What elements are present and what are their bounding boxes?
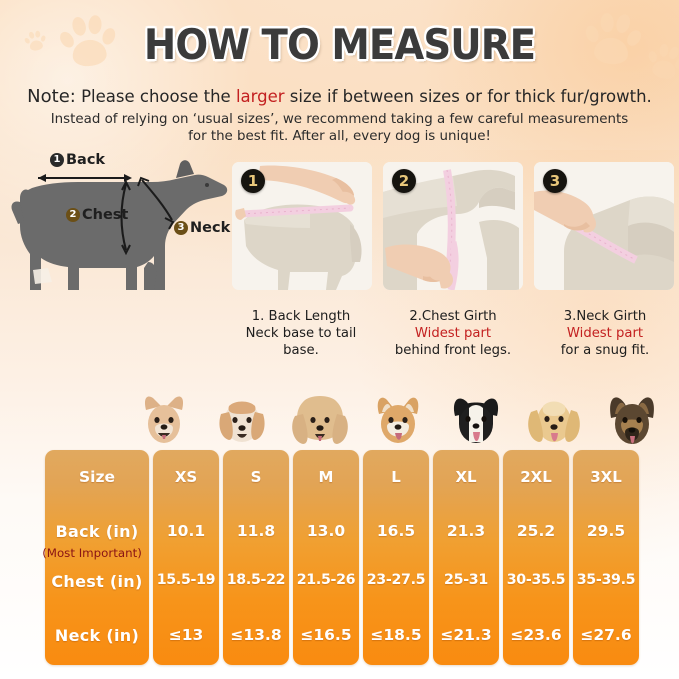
note-line2: Instead of relying on ‘usual sizes’, we … — [50, 112, 629, 127]
table-column-s: S 11.8 18.5-22 ≤13.8 — [223, 450, 289, 665]
note-label: Note: — [27, 86, 76, 107]
table-header-size-value: XS — [174, 468, 198, 486]
caption-line2-emphasis: Widest part — [414, 326, 492, 341]
cell-chest: 25-31 — [444, 572, 488, 588]
caption-line1: 3.Neck Girth — [563, 309, 647, 324]
badge-number-1: 1 — [50, 153, 64, 167]
photo-back-length: 1 — [232, 162, 372, 290]
cell-back: 13.0 — [306, 522, 346, 540]
cell-chest: 21.5-26 — [296, 572, 356, 588]
caption-line1: 2.Chest Girth — [409, 309, 497, 324]
cell-neck: ≤27.6 — [580, 626, 632, 644]
diagram-label-chest-text: Chest — [82, 207, 129, 223]
table-header-size-value: L — [391, 468, 401, 486]
photo-step-badge: 3 — [543, 169, 567, 193]
cell-neck: ≤18.5 — [370, 626, 422, 644]
cell-back: 10.1 — [166, 522, 206, 540]
cell-neck: ≤13 — [168, 626, 204, 644]
breed-photo-row — [45, 388, 654, 450]
note-highlight: larger — [235, 87, 285, 106]
photo-step-badge: 1 — [241, 169, 265, 193]
cell-back: 21.3 — [446, 522, 486, 540]
table-column-xs: XS 10.1 15.5-19 ≤13 — [153, 450, 219, 665]
cell-chest: 30-35.5 — [506, 572, 566, 588]
note-secondary: Instead of relying on ‘usual sizes’, we … — [40, 111, 639, 145]
cell-neck: ≤13.8 — [230, 626, 282, 644]
caption-line3: behind front legs. — [394, 343, 512, 358]
photo-captions: 1. Back Length Neck base to tail base. 2… — [232, 308, 674, 368]
dog-silhouette-icon — [11, 160, 228, 290]
table-header-size-value: 2XL — [520, 468, 552, 486]
table-column-l: L 16.5 23-27.5 ≤18.5 — [363, 450, 429, 665]
table-header-size-value: S — [250, 468, 262, 486]
instruction-photos: 1 2 — [232, 162, 674, 290]
caption-line3: for a snug fit. — [560, 343, 650, 358]
caption-line2-emphasis: Widest part — [566, 326, 644, 341]
badge-number-3: 3 — [174, 221, 188, 235]
cell-neck: ≤21.3 — [440, 626, 492, 644]
caption-line1: 1. Back Length — [251, 309, 351, 324]
cell-neck: ≤16.5 — [300, 626, 352, 644]
cell-back: 29.5 — [586, 522, 626, 540]
table-header-size: Size — [78, 468, 115, 486]
diagram-label-back: 1 Back — [50, 152, 105, 168]
dog-measurement-diagram: 1 Back 2 Chest 3 Neck — [8, 150, 236, 295]
breed-photo-chihuahua — [133, 390, 195, 450]
diagram-label-neck: 3 Neck — [174, 220, 230, 236]
cell-chest: 18.5-22 — [226, 572, 286, 588]
row-label-chest: Chest (in) — [51, 572, 143, 591]
cell-back: 25.2 — [516, 522, 556, 540]
caption-neck-girth: 3.Neck Girth Widest part for a snug fit. — [530, 308, 679, 359]
badge-number-2: 2 — [66, 208, 80, 222]
diagram-label-back-text: Back — [66, 152, 106, 168]
table-header-size-value: 3XL — [590, 468, 622, 486]
photo-chest-girth: 2 — [383, 162, 523, 290]
breed-photo-border-collie — [445, 390, 507, 450]
table-column-xl: XL 21.3 25-31 ≤21.3 — [433, 450, 499, 665]
note-line3: for the best fit. After all, every dog i… — [188, 129, 491, 144]
breed-photo-golden-retriever — [523, 390, 585, 450]
page-title: HOW TO MEASURE — [143, 20, 536, 69]
breed-photo-maltese-mix — [211, 390, 273, 450]
photo-step-badge: 2 — [392, 169, 416, 193]
measurement-arrows-overlay — [38, 174, 175, 256]
caption-chest-girth: 2.Chest Girth Widest part behind front l… — [378, 308, 528, 359]
cell-chest: 35-39.5 — [576, 572, 636, 588]
diagram-label-neck-text: Neck — [190, 220, 231, 236]
cell-neck: ≤23.6 — [510, 626, 562, 644]
caption-line2: Neck base to tail base. — [245, 326, 357, 358]
table-header-size-value: XL — [455, 468, 477, 486]
row-label-back-note: (Most Important) — [42, 546, 142, 560]
row-label-neck: Neck (in) — [54, 626, 140, 645]
table-column-labels: Size Back (in) (Most Important) Chest (i… — [42, 450, 149, 665]
note-primary: Note: Please choose the larger size if b… — [10, 86, 669, 107]
size-chart-table: Size Back (in) (Most Important) Chest (i… — [42, 450, 639, 665]
cell-back: 16.5 — [376, 522, 416, 540]
breed-photo-german-shepherd — [601, 390, 663, 450]
note-text-after: size if between sizes or for thick fur/g… — [284, 87, 652, 106]
cell-chest: 23-27.5 — [366, 572, 426, 588]
table-column-3xl: 3XL 29.5 35-39.5 ≤27.6 — [573, 450, 639, 665]
table-column-m: M 13.0 21.5-26 ≤16.5 — [293, 450, 359, 665]
breed-photo-poodle — [289, 390, 351, 450]
breed-photo-corgi — [367, 390, 429, 450]
diagram-label-chest: 2 Chest — [66, 207, 128, 223]
cell-back: 11.8 — [236, 522, 276, 540]
table-column-2xl: 2XL 25.2 30-35.5 ≤23.6 — [503, 450, 569, 665]
photo-neck-girth: 3 — [534, 162, 674, 290]
cell-chest: 15.5-19 — [156, 572, 216, 588]
note-text-before: Please choose the — [75, 87, 236, 106]
row-label-back: Back (in) — [55, 522, 139, 541]
caption-back-length: 1. Back Length Neck base to tail base. — [226, 308, 376, 359]
table-header-size-value: M — [318, 468, 334, 486]
